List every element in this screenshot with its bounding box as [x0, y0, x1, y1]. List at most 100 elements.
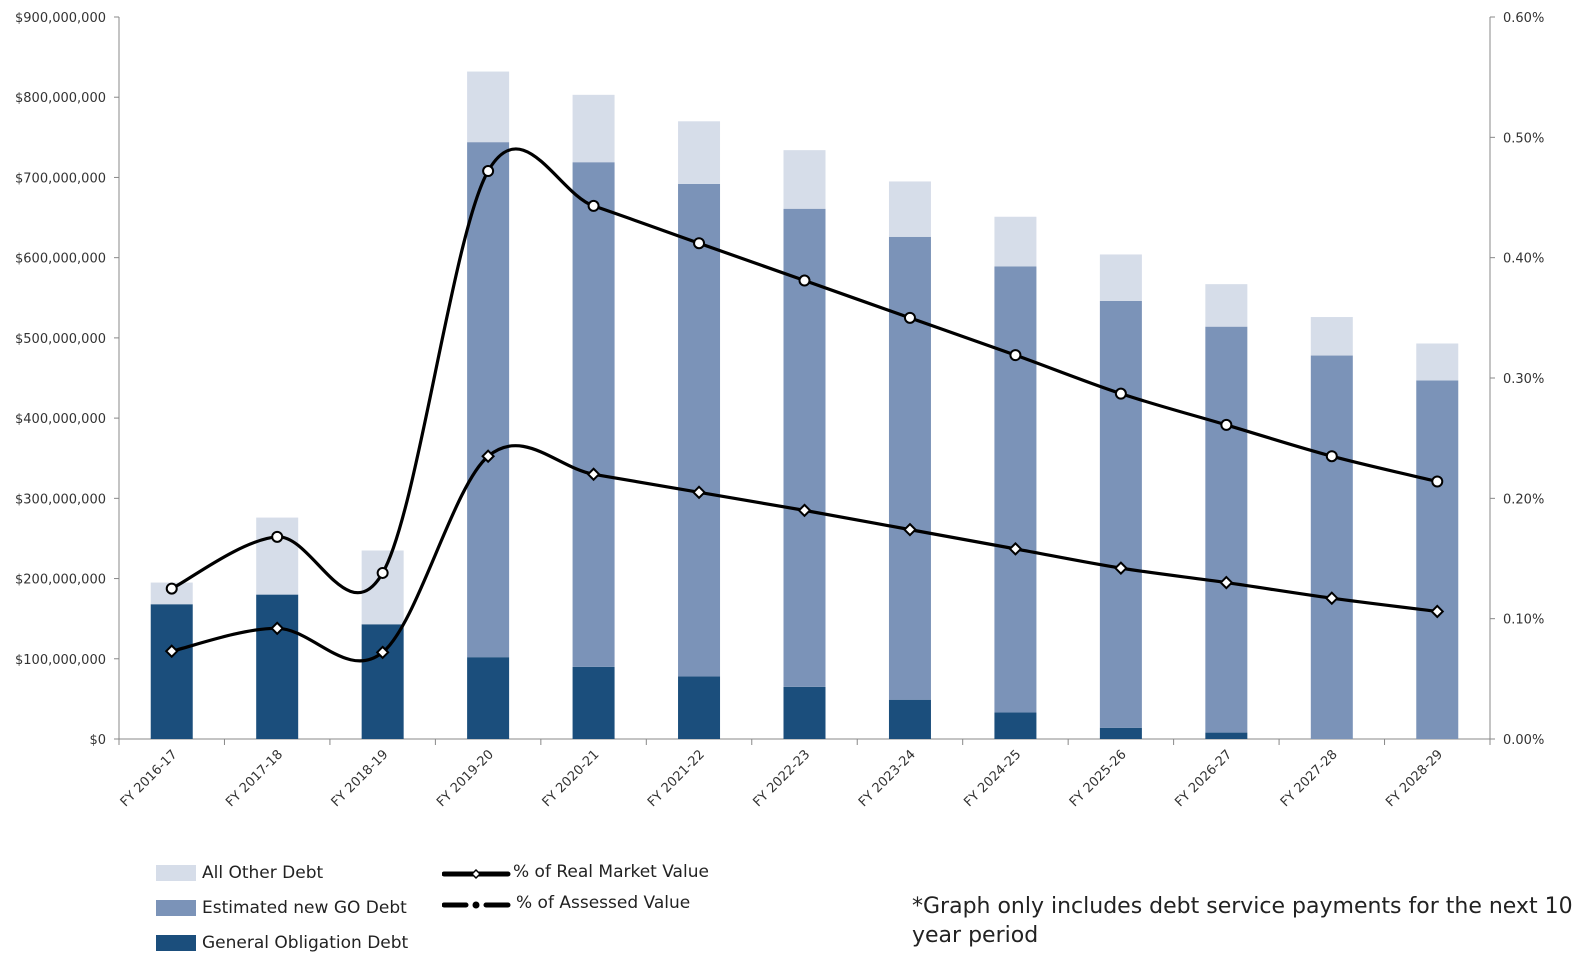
footnote: *Graph only includes debt service paymen… [912, 894, 1573, 948]
bar-estimated-new-go-debt [888, 236, 931, 700]
legend-swatch-general-obligation-debt [156, 935, 196, 951]
point-of-assessed-value [1430, 604, 1445, 619]
point-of-assessed-value [1219, 575, 1234, 590]
legend-swatch-all-other-debt [156, 865, 196, 881]
x-tick-label: FY 2022-23 [750, 747, 813, 810]
bar-general-obligation-debt [888, 699, 931, 739]
bar-general-obligation-debt [256, 594, 299, 739]
point-of-real-market-value [587, 199, 600, 212]
x-tick-label: FY 2021-22 [645, 747, 708, 810]
x-tick-label: FY 2026-27 [1172, 747, 1235, 810]
x-tick-label: FY 2027-28 [1278, 747, 1341, 810]
bar-estimated-new-go-debt [783, 208, 826, 687]
bar-general-obligation-debt [678, 676, 721, 739]
x-tick-label: FY 2025-26 [1067, 747, 1130, 810]
y-tick-label: $300,000,000 [15, 492, 106, 507]
x-tick-label: FY 2019-20 [434, 747, 497, 810]
bar-general-obligation-debt [467, 657, 510, 739]
x-tick-labels: FY 2016-17 FY 2017-18 FY 2018-19 FY 2019-20… [118, 747, 1446, 810]
point-of-assessed-value [586, 467, 601, 482]
x-tick-label: FY 2018-19 [329, 747, 392, 810]
legend-line-rmv [442, 868, 511, 880]
point-of-real-market-value [1009, 349, 1022, 362]
bar-all-other-debt [678, 121, 721, 184]
point-of-assessed-value [797, 503, 812, 518]
chart-lines [164, 147, 1445, 663]
point-of-real-market-value [482, 165, 495, 178]
debt-chart: $0 $100,000,000 $200,000,000 $300,000,000 $4… [15, 11, 1544, 810]
legend-label-assessed-value: % of Assessed Value [516, 893, 691, 913]
point-of-assessed-value [1008, 541, 1023, 556]
legend-label-estimated-new-go-debt: Estimated new GO Debt [202, 898, 407, 918]
x-tick-label: FY 2028-29 [1383, 747, 1446, 810]
bar-estimated-new-go-debt [678, 183, 721, 677]
bar-all-other-debt [1416, 343, 1459, 381]
point-of-assessed-value [270, 621, 285, 636]
y2-tick-label: 0.60% [1503, 11, 1544, 26]
bar-general-obligation-debt [783, 686, 826, 739]
y-tick-label: $100,000,000 [15, 653, 106, 668]
point-of-real-market-value [1114, 387, 1127, 400]
y2-tick-label: 0.20% [1503, 492, 1544, 507]
point-of-real-market-value [165, 582, 178, 595]
bar-all-other-debt [1099, 254, 1142, 301]
bar-all-other-debt [994, 216, 1037, 267]
bar-all-other-debt [467, 71, 510, 143]
point-of-real-market-value [798, 274, 811, 287]
legend-swatch-estimated-new-go-debt [156, 900, 196, 916]
y2-tick-label: 0.30% [1503, 372, 1544, 387]
bar-all-other-debt [1310, 317, 1353, 356]
bar-general-obligation-debt [150, 604, 193, 739]
bar-estimated-new-go-debt [1416, 380, 1459, 739]
y2-tick-label: 0.10% [1503, 613, 1544, 628]
legend-label-all-other-debt: All Other Debt [202, 863, 324, 883]
legend-label-general-obligation-debt: General Obligation Debt [202, 933, 409, 953]
bar-estimated-new-go-debt [1310, 355, 1353, 739]
point-of-assessed-value [1324, 591, 1339, 606]
y-tick-label: $900,000,000 [15, 11, 106, 26]
bar-estimated-new-go-debt [572, 162, 615, 667]
x-tick-label: FY 2017-18 [223, 747, 286, 810]
y-tick-label: $200,000,000 [15, 573, 106, 588]
bar-estimated-new-go-debt [994, 266, 1037, 713]
bar-all-other-debt [1205, 284, 1248, 327]
bar-all-other-debt [256, 517, 299, 595]
x-tick-label: FY 2016-17 [118, 747, 181, 810]
x-tick-label: FY 2024-25 [961, 747, 1024, 810]
point-of-assessed-value [375, 645, 390, 660]
bar-all-other-debt [888, 181, 931, 237]
y-tick-label: $400,000,000 [15, 412, 106, 427]
y-tick-label: $800,000,000 [15, 91, 106, 106]
x-tick-label: FY 2020-21 [540, 747, 603, 810]
point-of-real-market-value [693, 237, 706, 250]
point-of-assessed-value [481, 449, 496, 464]
line-of-real-market-value [171, 147, 1438, 595]
chart-axes: $0 $100,000,000 $200,000,000 $300,000,000 $4… [15, 11, 1544, 748]
y-tick-label: $500,000,000 [15, 332, 106, 347]
bar-estimated-new-go-debt [1099, 300, 1142, 728]
y-tick-label: $700,000,000 [15, 171, 106, 186]
bar-all-other-debt [572, 94, 615, 163]
point-of-real-market-value [1431, 475, 1444, 488]
point-of-assessed-value [903, 522, 917, 537]
bar-general-obligation-debt [361, 624, 404, 739]
bar-all-other-debt [361, 550, 404, 625]
legend-line-av [442, 901, 511, 909]
point-of-real-market-value [376, 566, 389, 579]
point-of-real-market-value [1220, 418, 1233, 431]
point-of-assessed-value [164, 644, 179, 659]
y2-tick-label: 0.00% [1503, 733, 1544, 748]
bar-general-obligation-debt [1099, 727, 1142, 739]
point-of-real-market-value [271, 530, 284, 543]
bar-general-obligation-debt [572, 666, 615, 739]
point-of-real-market-value [903, 311, 916, 324]
point-of-assessed-value [692, 485, 706, 500]
y2-tick-label: 0.40% [1503, 252, 1544, 267]
point-of-real-market-value [1325, 450, 1338, 463]
y-tick-label: $600,000,000 [15, 252, 106, 267]
bar-general-obligation-debt [994, 712, 1037, 739]
x-tick-label: FY 2023-24 [856, 747, 919, 810]
point-of-assessed-value [1113, 561, 1128, 576]
bar-estimated-new-go-debt [467, 142, 510, 658]
y2-tick-label: 0.50% [1503, 131, 1544, 146]
